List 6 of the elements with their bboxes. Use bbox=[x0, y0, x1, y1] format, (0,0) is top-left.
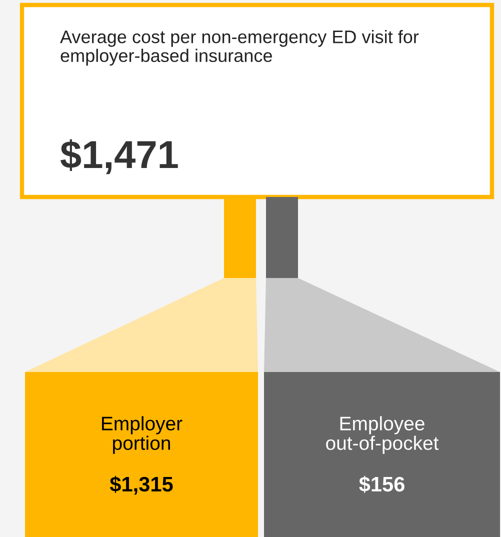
text: $1,471 bbox=[60, 139, 178, 174]
text: Average cost per non-emergency ED visit for employer-based insurance bbox=[60, 30, 419, 66]
data-label: $156 bbox=[359, 476, 404, 493]
data-label: $1,315 bbox=[110, 476, 173, 495]
category-label: Employee out-of-pocket bbox=[326, 416, 439, 454]
category-label: Employer portion bbox=[102, 416, 182, 454]
